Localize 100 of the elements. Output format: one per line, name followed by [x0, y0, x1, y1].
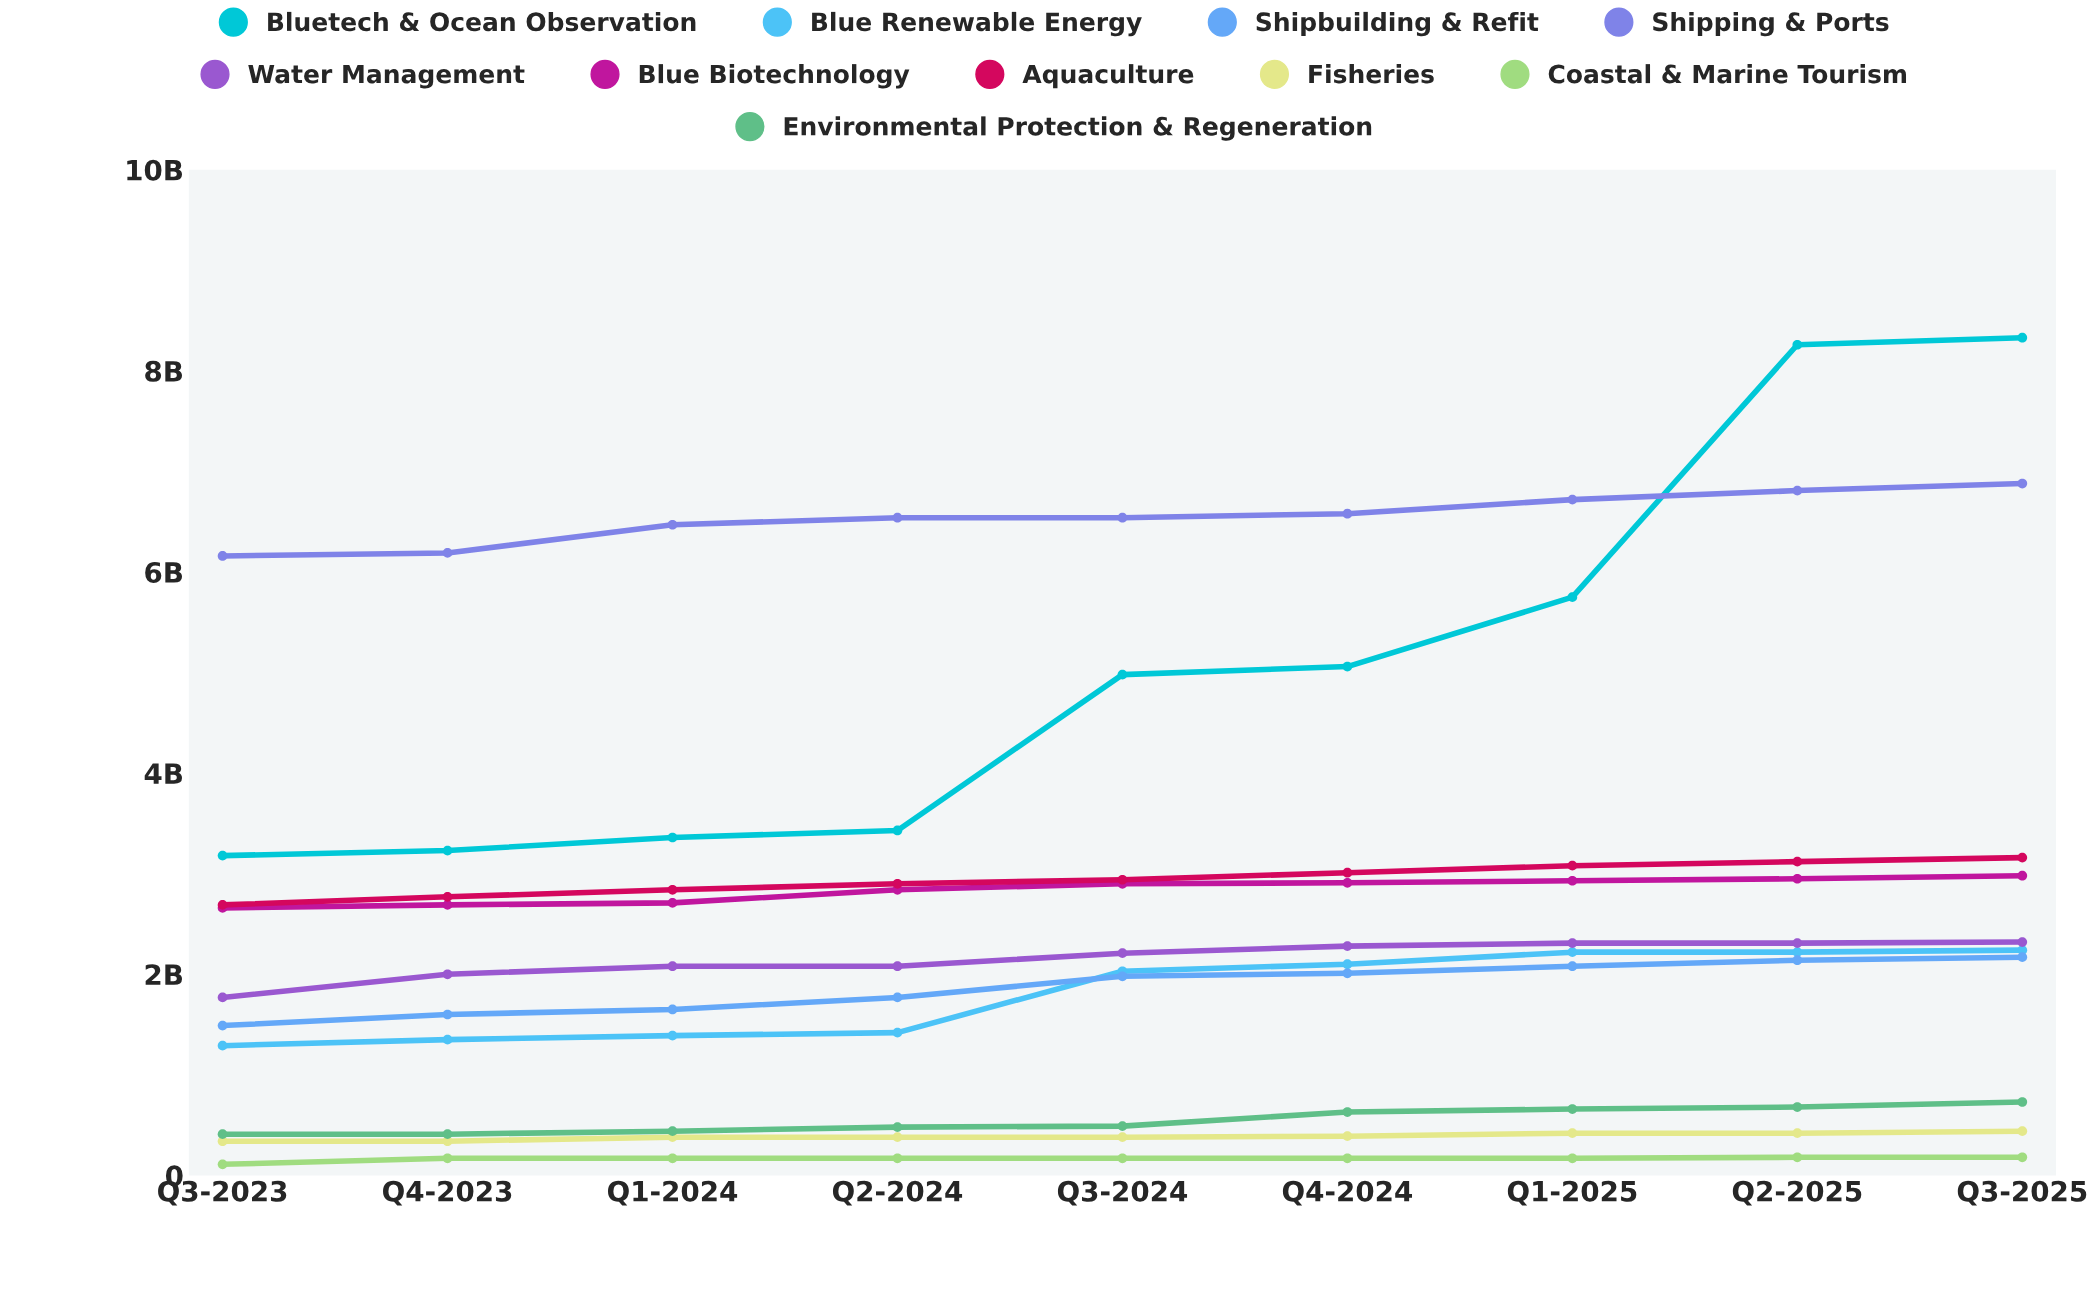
point: [1792, 873, 1803, 884]
point: [667, 1004, 678, 1015]
point: [1567, 947, 1578, 958]
x-tick-label: Q4-2023: [383, 1180, 512, 1206]
point: [442, 1034, 453, 1045]
legend-label: Shipbuilding & Refit: [1256, 11, 1539, 37]
point: [1342, 661, 1353, 672]
legend-label: Blue Renewable Energy: [812, 11, 1142, 37]
y-tick-label: 6B: [145, 561, 183, 583]
point: [2017, 332, 2028, 343]
y-tick-label: 8B: [145, 360, 183, 382]
point: [1792, 1102, 1803, 1112]
point: [1567, 875, 1578, 886]
point: [892, 1132, 903, 1143]
x-tick-label: Q4-2024: [1282, 1180, 1413, 1206]
x-tick-label: Q1-2024: [607, 1180, 738, 1206]
point: [1342, 1153, 1353, 1164]
point: [2017, 852, 2028, 863]
point: [1342, 1131, 1353, 1142]
point: [217, 1159, 228, 1170]
point: [1117, 1132, 1128, 1143]
point: [2017, 870, 2028, 881]
point: [1342, 968, 1353, 979]
point: [667, 519, 678, 530]
point: [442, 1009, 453, 1020]
point: [1117, 512, 1128, 523]
y-tick-label: 4B: [144, 763, 183, 784]
x-tick-label: Q1-2025: [1507, 1180, 1637, 1206]
point: [442, 548, 453, 558]
y-tick-label: 2B: [145, 964, 183, 985]
point: [892, 1153, 903, 1164]
point: [1567, 592, 1578, 603]
point: [1792, 856, 1803, 867]
legend-label: Water Management: [248, 64, 525, 89]
point: [1117, 971, 1128, 982]
point: [892, 512, 903, 523]
point: [1342, 941, 1353, 951]
point: [2017, 478, 2028, 489]
point: [1342, 1107, 1353, 1117]
point: [442, 1153, 453, 1164]
point: [442, 900, 453, 910]
point: [442, 845, 453, 856]
point: [1792, 1152, 1803, 1163]
point: [217, 850, 228, 861]
point: [217, 551, 228, 561]
point: [1117, 948, 1128, 959]
point: [667, 898, 678, 908]
point: [1792, 485, 1803, 496]
point: [217, 992, 228, 1003]
point: [667, 1126, 678, 1137]
x-tick-label: Q3-2024: [1057, 1180, 1188, 1206]
point: [217, 1129, 228, 1140]
point: [1567, 1128, 1578, 1139]
point: [1792, 955, 1803, 966]
x-tick-label: Q2-2024: [832, 1180, 963, 1206]
x-tick-label: Q3-2025: [1957, 1180, 2087, 1206]
point: [892, 961, 903, 972]
point: [1567, 860, 1578, 871]
point: [217, 1020, 228, 1031]
point: [1342, 959, 1353, 970]
point: [442, 969, 453, 980]
legend-label: Bluetech & Ocean Observation: [268, 11, 696, 32]
point: [1567, 1153, 1578, 1164]
point: [892, 1122, 903, 1132]
point: [1117, 874, 1128, 885]
point: [1567, 1104, 1578, 1114]
x-tick-label: Q2-2025: [1732, 1180, 1862, 1206]
point: [892, 825, 903, 836]
legend-label: Coastal & Marine Tourism: [1548, 64, 1907, 84]
legend-label: Fisheries: [1309, 64, 1434, 84]
point: [892, 992, 903, 1003]
point: [1792, 339, 1803, 350]
legend-label: Blue Biotechnology: [639, 64, 910, 89]
point: [1117, 669, 1128, 680]
point: [442, 1129, 453, 1140]
point: [1342, 508, 1353, 519]
point: [1117, 1121, 1128, 1131]
point: [2017, 1152, 2028, 1163]
legend-label: Aquaculture: [1022, 64, 1194, 89]
point: [1342, 867, 1353, 878]
point: [667, 832, 678, 843]
point: [2017, 937, 2028, 947]
point: [1117, 1153, 1128, 1164]
point: [1792, 1128, 1803, 1139]
legend-label: Environmental Protection & Regeneration: [784, 116, 1372, 141]
point: [892, 1027, 903, 1038]
point: [1567, 938, 1578, 948]
y-tick-label: 10B: [127, 159, 183, 181]
point: [2017, 1097, 2028, 1107]
point: [1792, 938, 1803, 948]
point: [667, 1153, 678, 1164]
point: [667, 884, 678, 895]
point: [1342, 877, 1353, 888]
legend-label: Shipping & Ports: [1653, 11, 1889, 37]
point: [667, 1030, 678, 1041]
point: [1567, 961, 1578, 972]
point: [667, 961, 678, 972]
point: [2017, 1126, 2028, 1137]
point: [217, 1040, 228, 1051]
point: [442, 891, 453, 902]
